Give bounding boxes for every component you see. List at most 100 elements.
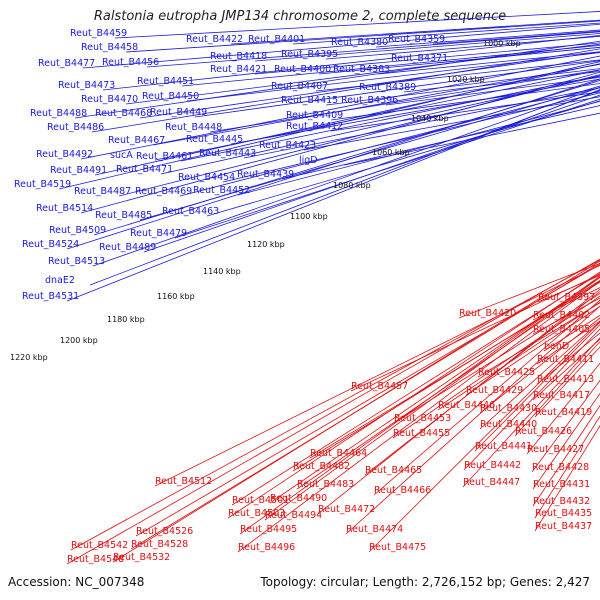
gene-label-plus: Reut_B4491 (50, 165, 107, 176)
gene-label-minus: Reut_B4526 (136, 526, 193, 537)
connector-line (532, 404, 600, 507)
connector-line (315, 59, 600, 92)
gene-labels: Reut_B4459 Reut_B4458 Reut_B4477 Reut_B4456… (14, 28, 595, 565)
gene-label-plus: Reut_B4470 (81, 94, 138, 105)
gene-label-minus: Reut_B4430 (480, 403, 537, 414)
gene-label-plus: Reut_B4531 (22, 291, 79, 302)
gene-label-minus: Reut_B4503 (228, 508, 285, 519)
gene-label-minus: Reut_B4420 (459, 308, 516, 319)
connector-line (125, 20, 600, 53)
connector-line (474, 324, 600, 452)
connector-line (66, 89, 600, 302)
connector-line (58, 61, 600, 190)
gene-label-plus: Reut_B4389 (359, 82, 416, 93)
connector-line (534, 424, 600, 532)
gene-label-plus: Reut_B4445 (186, 134, 243, 145)
connector-line (479, 320, 600, 430)
gene-label-minus: Reut_B4475 (369, 542, 426, 553)
connector-line (94, 63, 600, 176)
connector-line (209, 69, 600, 133)
gene-label-minus: Reut_B4425 (478, 367, 535, 378)
gene-label-minus: Reut_B4431 (533, 479, 590, 490)
scale-tick-label: 1080 kbp (333, 181, 371, 190)
scale-tick-label: 1060 kbp (372, 148, 410, 157)
gene-label-minus: Reut_B4512 (155, 476, 212, 487)
gene-label-plus: dnaE2 (45, 275, 75, 286)
topology-text: Topology: circular; Length: 2,726,152 bp… (260, 575, 590, 589)
gene-label-plus: Reut_B4452 (193, 185, 250, 196)
gene-label-plus: Reut_B4383 (333, 64, 390, 75)
connector-line (89, 89, 600, 286)
gene-label-minus: Reut_B4446 (438, 400, 495, 411)
gene-label-minus: Reut_B4413 (537, 374, 594, 385)
connector-line (82, 23, 600, 69)
connector-line (114, 11, 600, 39)
gene-label-plus: Reut_B4492 (36, 149, 93, 160)
gene-label-plus: Reut_B4451 (137, 76, 194, 87)
connector-line (392, 295, 600, 439)
gene-label-minus: Reut_B4453 (394, 413, 451, 424)
gene-label-minus: benD (544, 341, 569, 352)
gene-label-plus: Reut_B4423 (259, 140, 316, 151)
map-title: Ralstonia eutropha JMP134 chromosome 2, … (93, 9, 507, 24)
connector-line (254, 42, 600, 75)
gene-label-plus: Reut_B4454 (178, 172, 235, 183)
connector-line (536, 332, 600, 385)
connector-line (373, 299, 600, 496)
connector-line (152, 63, 600, 146)
connector-line (174, 98, 600, 239)
gene-label-plus: Reut_B4415 (281, 95, 338, 106)
gene-label-minus: Reut_B4428 (532, 462, 589, 473)
gene-label-minus: Reut_B4532 (113, 552, 170, 563)
connector-line (325, 71, 600, 106)
connector-line (296, 280, 600, 490)
gene-label-plus: Reut_B4371 (391, 53, 448, 64)
gene-label-plus: Reut_B4380 (331, 37, 388, 48)
connector-line (118, 74, 600, 197)
gene-label-plus: Reut_B4486 (47, 122, 104, 133)
gene-label-plus: Reut_B4519 (14, 179, 71, 190)
connector-line (237, 100, 600, 196)
gene-label-minus: Reut_B4432 (533, 496, 590, 507)
scale-tick-label: 1000 kbp (483, 39, 521, 48)
connector-line (80, 55, 600, 160)
connector-line (330, 83, 600, 121)
gene-label-minus: Reut_B4402 (533, 310, 590, 321)
gene-label-plus: Reut_B4471 (116, 164, 173, 175)
connector-line (537, 275, 600, 303)
gene-label-minus: Reut_B4457 (351, 381, 408, 392)
gene-label-plus: Reut_B4468 (95, 108, 152, 119)
connector-line (93, 80, 600, 236)
connector-line (230, 78, 600, 145)
gene-label-plus: Reut_B4469 (135, 186, 192, 197)
connector-line (403, 68, 600, 93)
connector-line (179, 87, 600, 197)
gene-label-plus: Reut_B4487 (74, 186, 131, 197)
gene-label-plus: Reut_B4401 (248, 34, 305, 45)
connector-line (160, 75, 600, 175)
gene-label-minus: Reut_B4496 (238, 542, 295, 553)
connector-line (243, 87, 600, 159)
connector-line (330, 91, 600, 132)
gene-label-plus: Reut_B4461 (136, 151, 193, 162)
gene-label-minus: Reut_B4417 (533, 390, 590, 401)
gene-label-minus: Reut_B4405 (533, 324, 590, 335)
connector-line (135, 263, 600, 537)
connector-line (350, 273, 600, 392)
connector-line (534, 346, 600, 418)
gene-label-plus: Reut_B4450 (142, 91, 199, 102)
connector-line (143, 94, 600, 253)
gene-label-minus: Reut_B4501 (232, 495, 289, 506)
gene-label-plus: Reut_B4479 (130, 228, 187, 239)
connector-line (532, 338, 600, 401)
connector-line (385, 77, 600, 106)
gene-label-plus: Reut_B4448 (165, 122, 222, 133)
connector-line (222, 92, 600, 183)
connector-line (317, 288, 600, 515)
gene-label-minus: Reut_B4442 (464, 460, 521, 471)
connector-line (269, 276, 600, 504)
gene-label-plus: sucA (110, 150, 133, 161)
gene-label-plus: Reut_B4439 (237, 169, 294, 180)
connector-line (477, 302, 600, 378)
gene-label-plus: Reut_B4412 (286, 121, 343, 132)
